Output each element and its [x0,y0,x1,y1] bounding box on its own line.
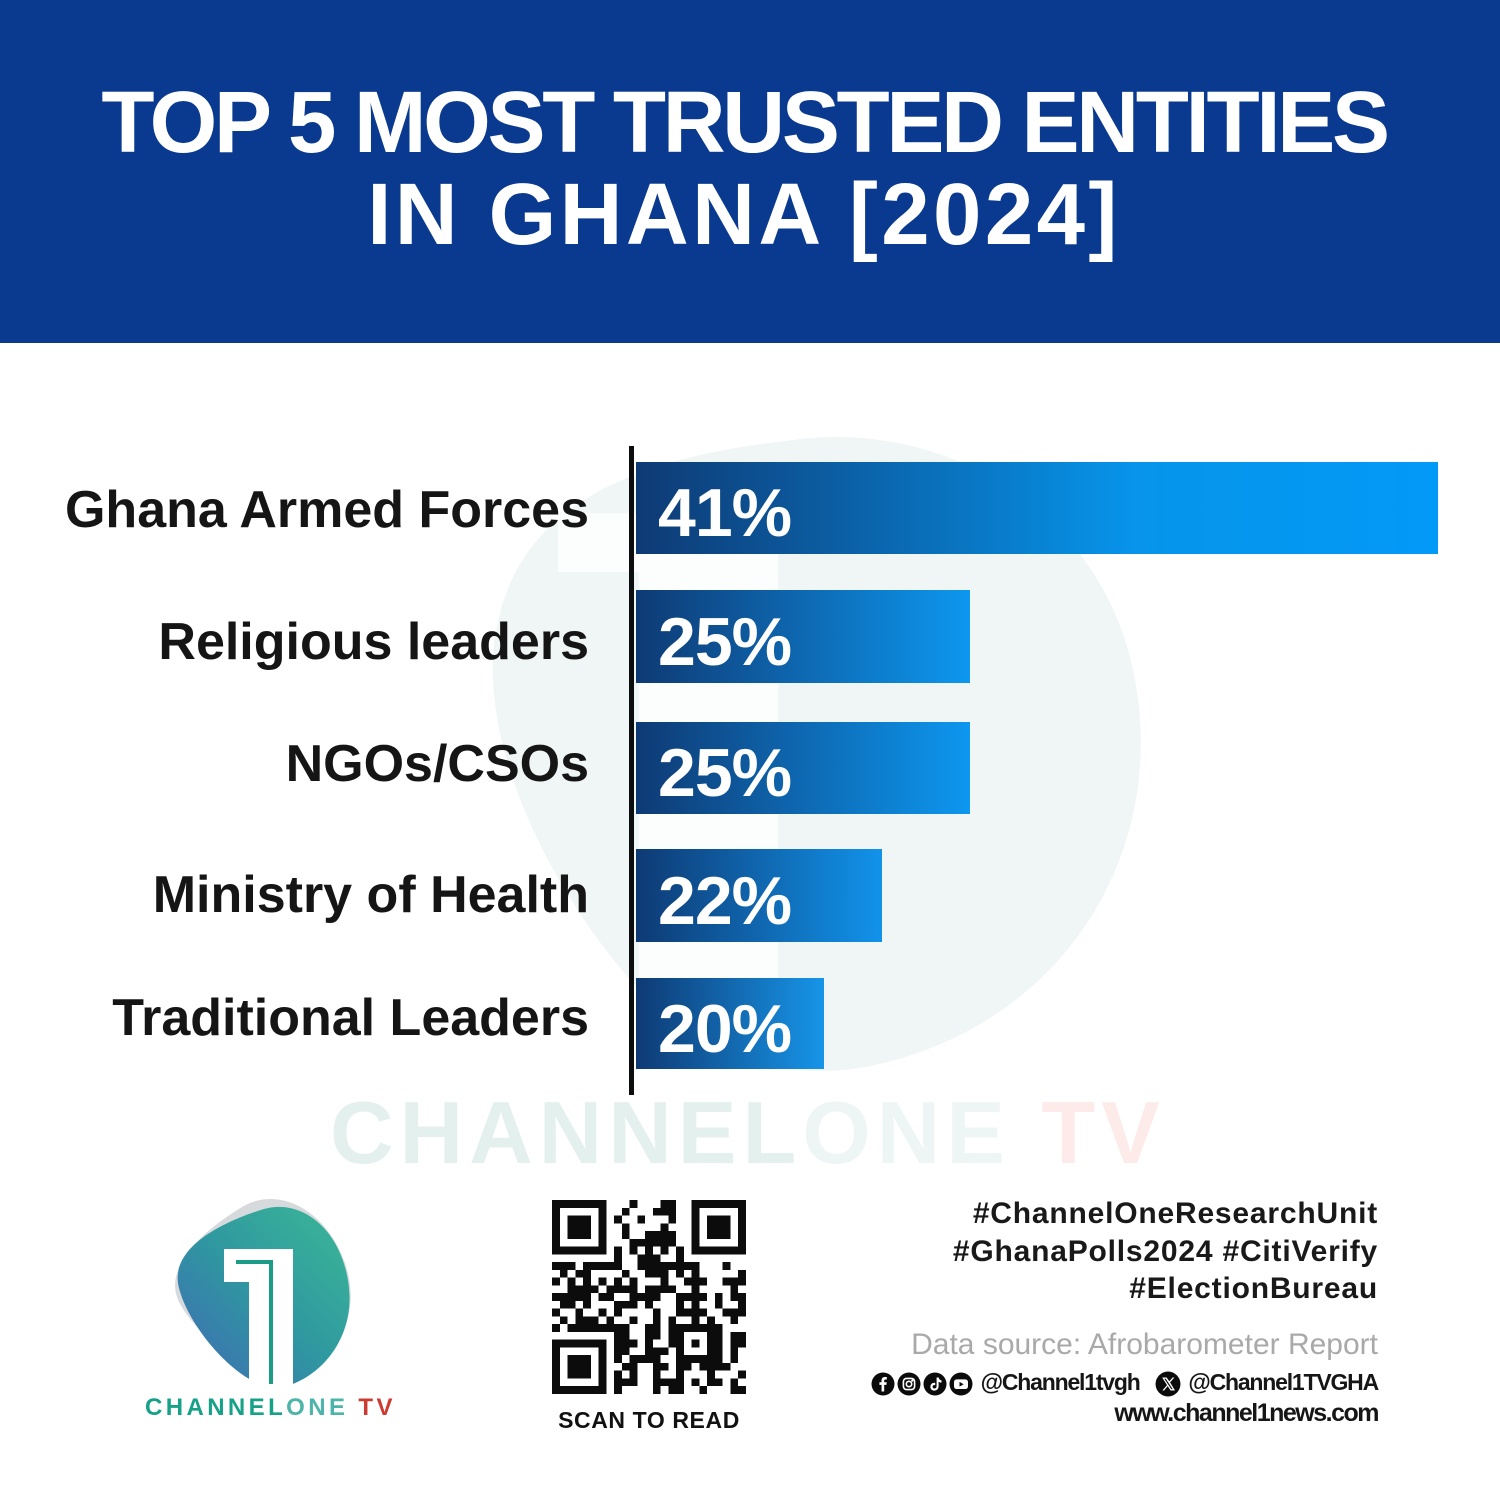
svg-text:CHANNELONE TV: CHANNELONE TV [145,1394,396,1421]
